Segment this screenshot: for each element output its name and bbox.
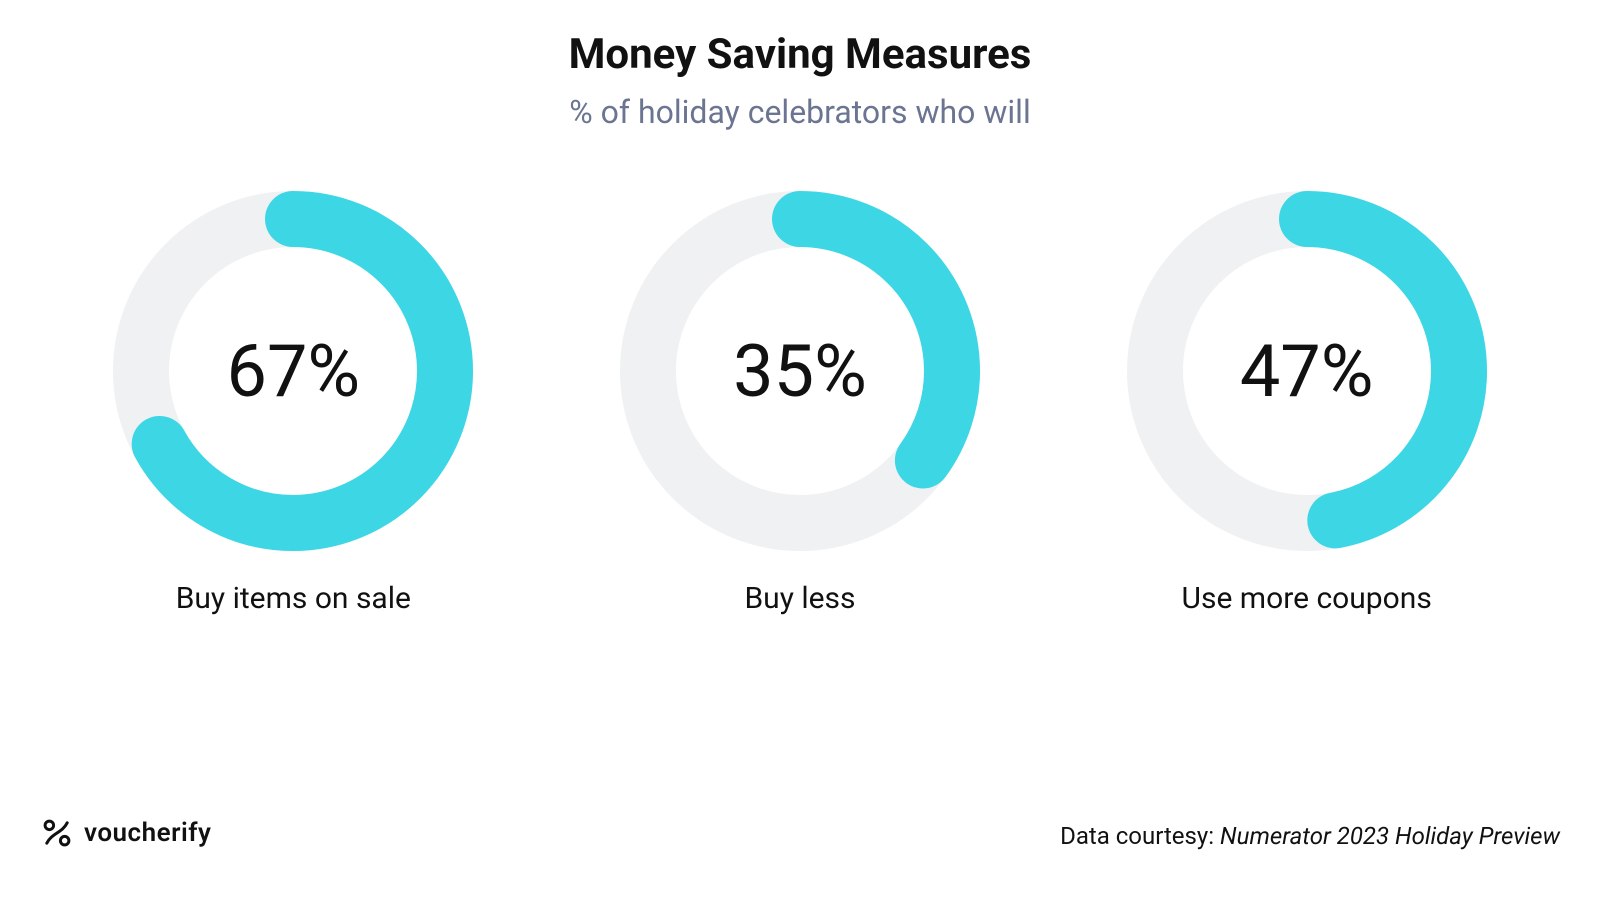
donut-label: Buy items on sale xyxy=(176,581,411,616)
brand-name: voucherify xyxy=(84,818,211,848)
donut-chart: 67% Buy items on sale xyxy=(40,191,547,616)
donut-ring: 67% xyxy=(113,191,473,551)
donut-chart: 47% Use more coupons xyxy=(1053,191,1560,616)
footer: voucherify Data courtesy: Numerator 2023… xyxy=(0,816,1600,850)
brand-logo: voucherify xyxy=(40,816,211,850)
data-credit: Data courtesy: Numerator 2023 Holiday Pr… xyxy=(1060,822,1560,850)
percent-icon xyxy=(40,816,74,850)
header: Money Saving Measures % of holiday celeb… xyxy=(0,0,1600,131)
credit-prefix: Data courtesy: xyxy=(1060,822,1220,850)
credit-source: Numerator 2023 Holiday Preview xyxy=(1220,822,1560,850)
donut-chart: 35% Buy less xyxy=(547,191,1054,616)
page-title: Money Saving Measures xyxy=(0,30,1600,79)
page-subtitle: % of holiday celebrators who will xyxy=(0,93,1600,131)
charts-row: 67% Buy items on sale 35% Buy less 47% Use mo… xyxy=(0,191,1600,616)
donut-value: 35% xyxy=(620,191,980,551)
donut-value: 67% xyxy=(113,191,473,551)
donut-value: 47% xyxy=(1127,191,1487,551)
donut-label: Use more coupons xyxy=(1182,581,1432,616)
donut-label: Buy less xyxy=(744,581,855,616)
donut-ring: 47% xyxy=(1127,191,1487,551)
donut-ring: 35% xyxy=(620,191,980,551)
